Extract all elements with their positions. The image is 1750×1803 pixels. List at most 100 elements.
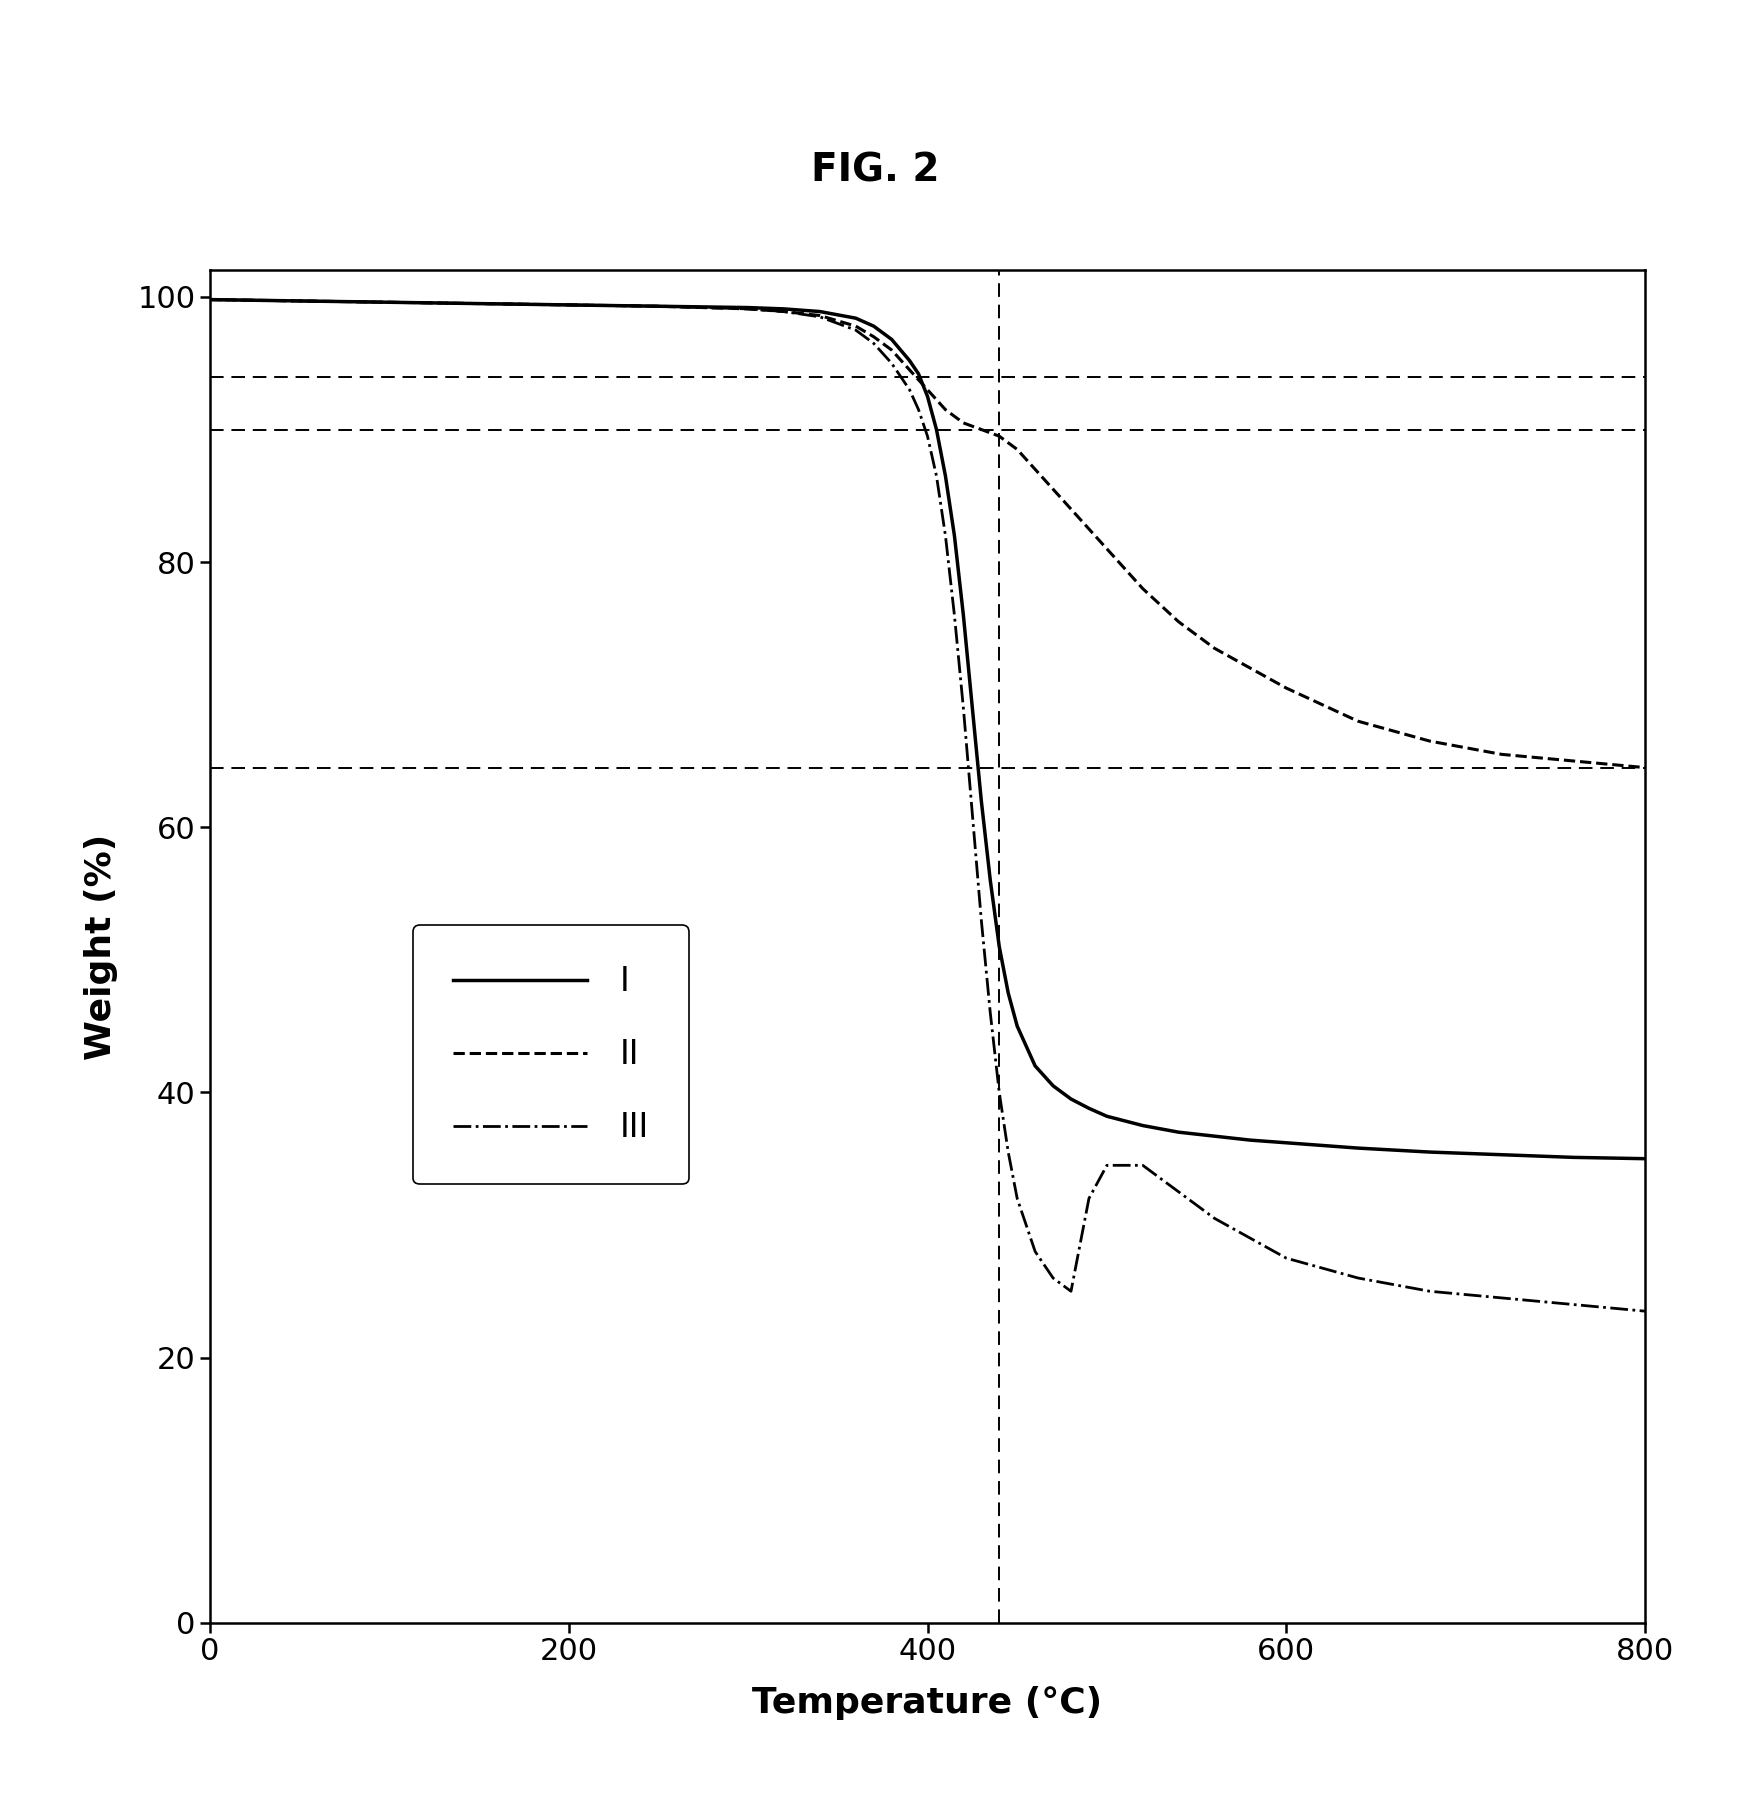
II [863, 326, 884, 348]
I [808, 301, 831, 323]
II [469, 292, 490, 314]
II [1078, 517, 1099, 539]
II [1239, 658, 1260, 680]
III [1060, 1280, 1082, 1302]
I [1132, 1114, 1153, 1136]
I [963, 698, 984, 719]
II [900, 359, 920, 380]
II [289, 290, 310, 312]
II [882, 339, 903, 361]
I [1634, 1149, 1655, 1170]
I [908, 362, 929, 384]
III [774, 301, 794, 323]
III [1006, 1188, 1027, 1210]
I [1006, 1015, 1027, 1037]
I [1043, 1075, 1064, 1096]
II [1096, 537, 1118, 559]
III [1276, 1248, 1297, 1269]
II [1563, 750, 1584, 772]
I [469, 292, 490, 314]
I [1204, 1125, 1225, 1147]
Y-axis label: Weight (%): Weight (%) [84, 833, 117, 1060]
III [908, 398, 929, 420]
I [1276, 1132, 1297, 1154]
III [1132, 1154, 1153, 1176]
III [1078, 1188, 1099, 1210]
II [1276, 678, 1297, 700]
III [648, 296, 668, 317]
I [997, 983, 1018, 1004]
I [289, 290, 310, 312]
II [1060, 498, 1082, 519]
I [774, 297, 794, 319]
III [1348, 1268, 1368, 1289]
III [997, 1141, 1018, 1163]
I [971, 790, 992, 811]
II [971, 418, 992, 440]
III [1419, 1280, 1440, 1302]
III [1239, 1228, 1260, 1249]
III [378, 292, 399, 314]
II [378, 292, 399, 314]
I [1096, 1105, 1118, 1127]
III [980, 1002, 1001, 1024]
III [900, 379, 920, 400]
I [738, 297, 760, 319]
I [900, 350, 920, 371]
Line: II: II [210, 299, 1645, 768]
I [943, 525, 964, 546]
I [200, 288, 220, 310]
II [774, 301, 794, 323]
I [1419, 1141, 1440, 1163]
III [845, 319, 866, 341]
III [469, 292, 490, 314]
III [738, 297, 760, 319]
III [989, 1082, 1010, 1103]
III [1096, 1154, 1118, 1176]
II [917, 379, 938, 400]
II [1132, 577, 1153, 599]
III [863, 332, 884, 353]
II [934, 398, 956, 420]
II [200, 288, 220, 310]
II [808, 305, 831, 326]
I [989, 936, 1010, 957]
II [1348, 710, 1368, 732]
I [1060, 1089, 1082, 1111]
II [1419, 730, 1440, 752]
II [1026, 458, 1046, 480]
I [926, 418, 947, 440]
III [963, 802, 984, 824]
I [980, 869, 1001, 891]
Line: I: I [210, 299, 1645, 1159]
Legend: I, II, III: I, II, III [413, 925, 690, 1185]
I [934, 465, 956, 487]
III [558, 294, 579, 316]
III [926, 465, 947, 487]
X-axis label: Temperature (°C): Temperature (°C) [752, 1686, 1102, 1720]
I [882, 328, 903, 350]
I [863, 316, 884, 337]
I [1169, 1121, 1190, 1143]
I [1563, 1147, 1584, 1168]
III [1026, 1240, 1046, 1262]
II [1043, 478, 1064, 499]
II [558, 294, 579, 316]
I [1078, 1098, 1099, 1120]
I [558, 294, 579, 316]
III [943, 604, 964, 626]
II [1491, 743, 1512, 764]
III [200, 288, 220, 310]
II [738, 297, 760, 319]
I [952, 604, 973, 626]
II [989, 426, 1010, 447]
Line: III: III [210, 299, 1645, 1311]
III [808, 307, 831, 328]
III [934, 525, 956, 546]
III [1204, 1208, 1225, 1230]
II [845, 316, 866, 337]
II [1204, 638, 1225, 660]
I [1026, 1055, 1046, 1076]
III [971, 909, 992, 930]
I [845, 307, 866, 328]
